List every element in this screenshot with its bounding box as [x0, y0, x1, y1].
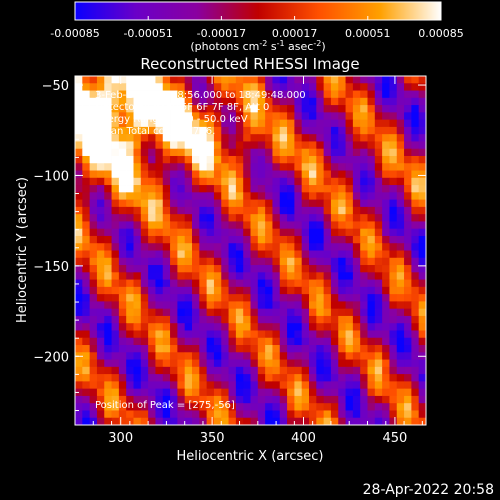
annotation-energy: Energy Range: 25.0 - 50.0 keV [95, 114, 248, 125]
axis-ticks: 300 350 400 450 −50 −100 −150 −200 [33, 76, 426, 446]
annotation-detectors: Detectors: 3F 4F 5F 6F 7F 8F, Att 0 [95, 102, 269, 113]
x-axis-label: Heliocentric X (arcsec) [177, 449, 324, 464]
y-tick-label: −100 [33, 169, 69, 184]
y-axis-label: Heliocentric Y (arcsec) [15, 177, 30, 323]
colorbar-tick-label: -0.00051 [123, 27, 172, 40]
annotation-time: 3-Feb-2003 18:48:56.000 to 18:49:48.000 [95, 90, 306, 101]
colorbar: -0.00085 -0.00051 -0.00017 0.00017 0.00051 0.… [50, 1, 464, 53]
colorbar-tick-label: -0.00085 [50, 27, 99, 40]
x-tick-label: 300 [108, 431, 133, 446]
annotation-clean: Clean Total counts: 716. [95, 126, 215, 137]
y-tick-label: −200 [33, 350, 69, 365]
image-annotations: 3-Feb-2003 18:48:56.000 to 18:49:48.000 … [95, 90, 306, 411]
colorbar-ticks: -0.00085 -0.00051 -0.00017 0.00017 0.00051 0.… [50, 16, 464, 40]
x-tick-label: 350 [200, 431, 225, 446]
colorbar-gradient [74, 1, 442, 21]
colorbar-tick-label: 0.00017 [272, 27, 318, 40]
annotation-peak: Position of Peak = [275,-56] [95, 400, 235, 411]
x-tick-label: 450 [383, 431, 408, 446]
plot-frame [74, 75, 427, 426]
colorbar-tick-label: 0.00051 [345, 27, 391, 40]
footer-timestamp: 28-Apr-2022 20:58 [363, 482, 494, 498]
y-tick-label: −50 [42, 79, 69, 94]
colorbar-units: (photons cm-2 s-1 asec-2) [190, 39, 325, 53]
chart-title: Reconstructed RHESSI Image [140, 55, 359, 73]
y-tick-label: −150 [33, 260, 69, 275]
colorbar-tick-label: 0.00085 [418, 27, 464, 40]
colorbar-tick-label: -0.00017 [197, 27, 246, 40]
heatmap-image [75, 76, 427, 426]
x-tick-label: 400 [291, 431, 316, 446]
